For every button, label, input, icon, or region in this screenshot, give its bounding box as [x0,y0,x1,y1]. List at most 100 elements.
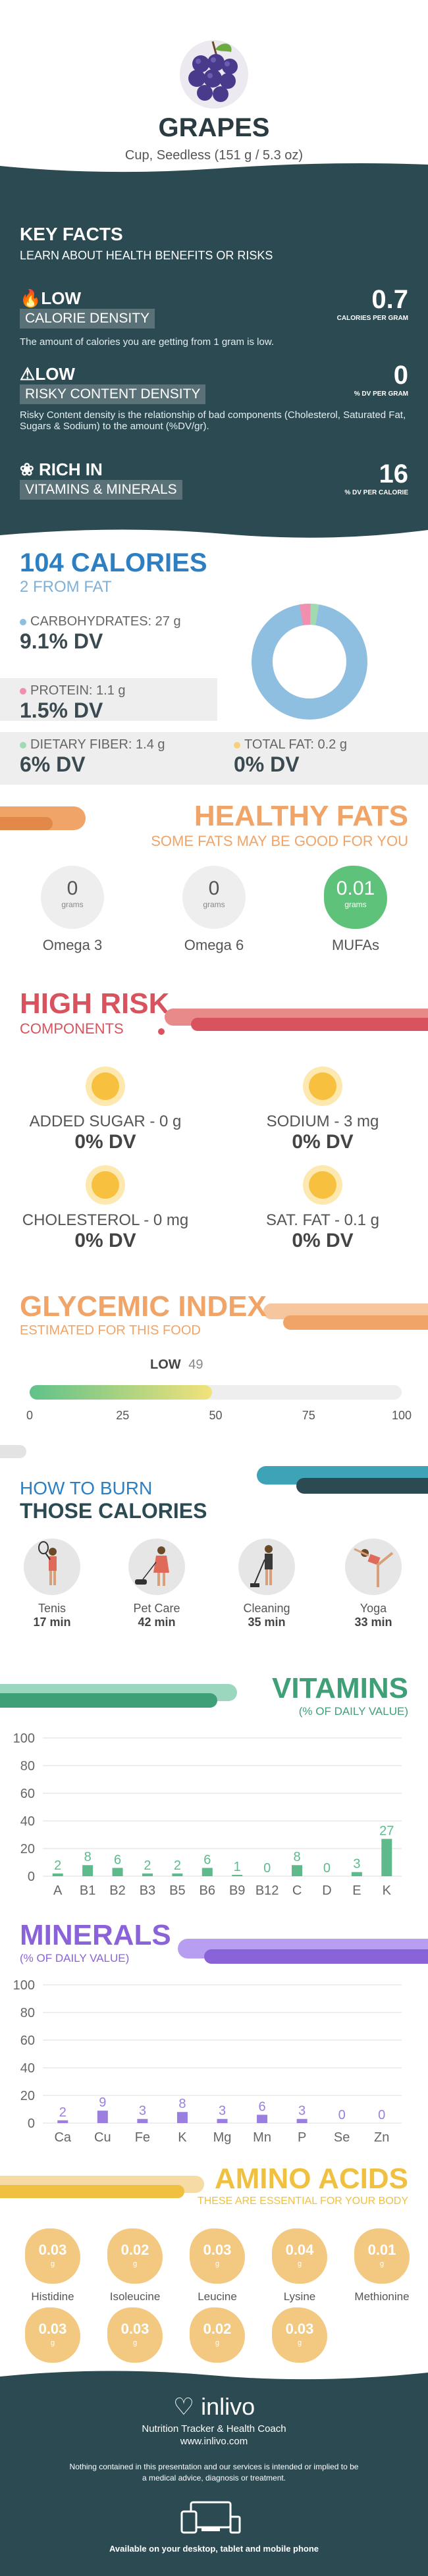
calories-section: 104 CALORIES 2 FROM FAT CARBOHYDRATES: 2… [0,543,428,793]
yoga-pose-icon [354,1548,394,1587]
minerals-x-tick: Cu [94,2130,111,2145]
minerals-value-label: 0 [338,2108,346,2122]
sodium-dv: 0% DV [292,1131,354,1153]
vitamins-y-tick: 0 [28,1870,35,1884]
amino-unit: g [297,2339,302,2347]
high-risk-subtitle: COMPONENTS [20,1020,124,1037]
amino-name: Isoleucine [109,2290,161,2303]
vitamins-value-label: 6 [203,1853,211,1867]
minerals-x-tick: Zn [374,2130,389,2145]
amino-value: 0.03 [285,2321,314,2337]
burn-title-line2: THOSE CALORIES [20,1499,207,1523]
calorie-density-value: 0.7 [371,285,408,314]
amino-lysine: 0.04 g Lysine [257,2228,342,2303]
amino-unit: g [215,2260,220,2268]
footer: ♡ inlivo Nutrition Tracker & Health Coac… [0,2366,428,2576]
omega3-label: Omega 3 [42,937,103,953]
key-facts-subtitle: LEARN ABOUT HEALTH BENEFITS OR RISKS [20,249,273,262]
risky-content-label: RISKY CONTENT DENSITY [20,384,206,404]
vitamins-value-label: 0 [323,1861,331,1876]
high-risk-title: HIGH RISK [20,987,170,1020]
minerals-value-label: 3 [298,2104,306,2118]
vitamins-y-tick: 100 [13,1731,35,1746]
omega6-label: Omega 6 [184,937,244,953]
mufa-label: MUFAs [331,937,380,953]
minerals-section: MINERALS (% OF DAILY VALUE) 0 20 40 60 80 100… [0,1912,428,2156]
vitamins-x-tick: A [53,1883,63,1898]
amino-unit: g [132,2260,138,2268]
minerals-y-tick: 100 [13,1978,35,1993]
protein-stat: PROTEIN: 1.1 g 1.5% DV [0,678,217,722]
glycemic-tick: 0 [26,1409,33,1422]
footer-tagline: Nutrition Tracker & Health Coach [142,2423,286,2434]
wave-divider [0,2366,428,2380]
minerals-bar-chart: 0 20 40 60 80 100 2 Ca 9 Cu 3 Fe 8 K 3 Mg 6 Mn 3 P 0 Se 0 Zn [13,1978,402,2145]
vitamins-subtitle: (% OF DAILY VALUE) [298,1705,408,1718]
carbs-stat: CARBOHYDRATES: 27 g 9.1% DV [20,614,181,653]
vitamins-value-label: 27 [379,1824,394,1838]
minerals-bar-cu [97,2111,108,2123]
minerals-value-label: 6 [258,2099,265,2114]
risky-content-desc: Risky Content density is the relationshi… [20,409,406,432]
amino-title: AMINO ACIDS [214,2163,408,2195]
minerals-y-tick: 80 [20,2006,35,2020]
purple-pill-decoration [204,1949,428,1964]
minerals-value-label: 9 [99,2095,106,2110]
minerals-bar-p [296,2118,308,2123]
grapes-image [180,40,248,109]
burn-pet-care: Pet Care 42 min [117,1538,196,1629]
page-title: GRAPES [158,113,270,142]
risky-content-unit: % DV PER GRAM [354,390,408,398]
vitamins-x-tick: B6 [200,1883,215,1898]
amino-blob: 0.03 g [107,2307,163,2363]
vitamins-x-tick: B5 [169,1883,185,1898]
amino-blob: 0.03 g [25,2307,80,2363]
minerals-value-label: 3 [139,2104,146,2118]
glycemic-tick: 25 [116,1409,130,1422]
mufa-circle: 0.01 grams [324,866,387,929]
vitamins-bar-a [52,1873,63,1876]
cholesterol-dv: 0% DV [74,1230,136,1251]
vitamins-value-label: 2 [54,1858,61,1873]
amino-blob: 0.03 g [272,2307,327,2363]
protein-dot [20,688,26,695]
amino-unit: g [297,2260,302,2268]
sodium-label: SODIUM - 3 mg [266,1113,379,1130]
burn-cleaning: Cleaning 35 min [227,1538,306,1629]
glycemic-track [30,1385,402,1400]
amino-name: Lysine [283,2290,316,2303]
footer-url[interactable]: www.inlivo.com [180,2436,248,2447]
smile-icon [86,1066,125,1106]
amino-value: 0.03 [38,2242,67,2258]
amino-subtitle: THESE ARE ESSENTIAL FOR YOUR BODY [197,2195,408,2207]
amino-acids-section: AMINO ACIDS THESE ARE ESSENTIAL FOR YOUR… [0,2156,428,2382]
footer-logo: ♡ inlivo [173,2393,255,2420]
minerals-bar-k [176,2112,188,2123]
risky-content-value: 0 [393,361,408,390]
minerals-y-tick: 20 [20,2089,35,2103]
added-sugar-label: ADDED SUGAR - 0 g [29,1113,182,1130]
vitamins-section: VITAMINS (% OF DAILY VALUE) 0 20 40 60 80 100… [0,1666,428,1909]
amino-value: 0.02 [120,2242,149,2258]
glycemic-scale: 0 25 50 75 100 [26,1409,412,1425]
vitamins-bar-b3 [142,1873,153,1876]
gold-pill-decoration [0,2185,184,2198]
minerals-y-tick: 40 [20,2061,35,2076]
minerals-bar-fe [137,2118,148,2123]
glycemic-readout: LOW 49 [150,1357,203,1373]
vitamins-title: VITAMINS [272,1672,408,1704]
healthy-fats-title: HEALTHY FATS [194,800,408,832]
smile-icon [86,1165,125,1205]
donut-carbs-slice [252,604,367,720]
risky-content-fact: ⚠LOW RISKY CONTENT DENSITY Risky Content… [20,364,415,432]
grey-pill-decoration [0,1445,26,1458]
amino-blob: 0.04 g [272,2228,327,2284]
amino-value: 0.03 [203,2242,232,2258]
smile-icon [303,1066,342,1106]
carbs-dot [20,619,26,625]
vitamins-y-tick: 60 [20,1787,35,1801]
footer-devices: Available on your desktop, tablet and mo… [109,2543,319,2554]
fat-dot [234,742,240,749]
glycemic-fill [30,1385,212,1400]
vitamins-value-label: 0 [263,1861,271,1876]
